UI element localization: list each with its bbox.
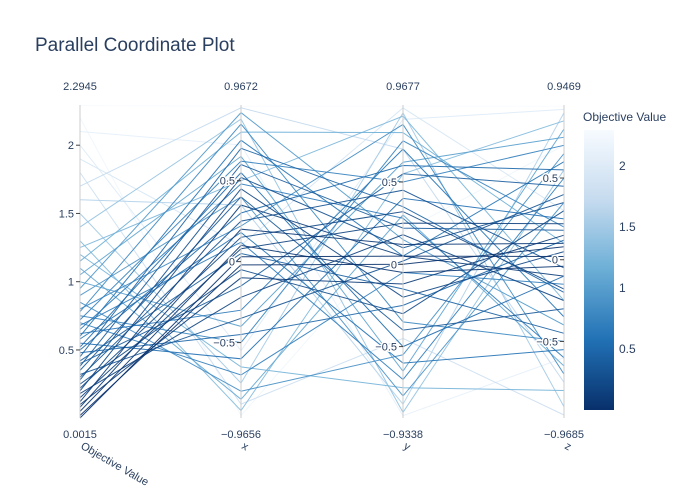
axis-max-label: 0.9469 xyxy=(547,81,581,93)
data-line xyxy=(79,244,565,412)
axis-max-label: 0.9677 xyxy=(386,81,420,93)
tick-label: 1 xyxy=(68,277,74,289)
tick-label: 0.5 xyxy=(382,177,397,189)
data-line xyxy=(79,214,565,400)
tick-label: 0 xyxy=(229,257,235,269)
tick-label-halo: 2 xyxy=(68,140,74,152)
data-line xyxy=(79,131,565,417)
axis-min-label: −0.9338 xyxy=(383,429,423,441)
tick-label-halo: 0 xyxy=(229,257,235,269)
data-line xyxy=(79,222,565,399)
tick-label: 0.5 xyxy=(543,173,558,185)
tick-label: −0.5 xyxy=(213,338,235,350)
data-line xyxy=(79,196,565,371)
data-line xyxy=(79,234,565,405)
data-lines xyxy=(79,105,565,419)
data-line xyxy=(79,239,565,354)
colorbar-gradient xyxy=(584,130,614,410)
colorbar: Objective Value 0.5 1 1.5 2 xyxy=(583,110,666,410)
data-line xyxy=(79,231,565,364)
tick-label-halo: 1 xyxy=(68,277,74,289)
data-line xyxy=(79,173,565,365)
axis-title: y xyxy=(402,440,413,453)
tick-label-halo: −0.5 xyxy=(213,338,235,350)
axis-max-label: 0.9672 xyxy=(224,81,258,93)
data-line xyxy=(79,196,565,397)
chart-title: Parallel Coordinate Plot xyxy=(35,35,235,56)
data-line xyxy=(79,131,565,262)
data-line xyxy=(79,172,565,416)
colorbar-title: Objective Value xyxy=(583,110,666,124)
colorbar-tick-label: 1.5 xyxy=(619,220,636,234)
data-line xyxy=(79,246,565,416)
data-line xyxy=(79,115,565,301)
axis-title: Objective Value xyxy=(79,440,151,489)
data-line xyxy=(79,108,565,352)
data-line xyxy=(79,193,565,375)
tick-label: 0.5 xyxy=(220,176,235,188)
data-line xyxy=(79,210,565,385)
tick-label-halo: 0 xyxy=(391,259,397,271)
tick-label: −0.5 xyxy=(375,342,397,354)
data-line xyxy=(79,105,565,107)
tick-label: 1.5 xyxy=(59,208,74,220)
axis-max-label: 2.2945 xyxy=(63,81,97,93)
tick-label-halo: 0.5 xyxy=(382,177,397,189)
tick-label: 0 xyxy=(552,255,558,267)
data-line xyxy=(79,228,565,408)
data-line xyxy=(79,176,565,381)
data-line xyxy=(79,188,565,392)
data-line xyxy=(79,123,565,342)
data-line xyxy=(79,253,565,391)
tick-label: 2 xyxy=(68,140,74,152)
data-line xyxy=(79,255,565,419)
data-line xyxy=(79,252,565,362)
data-line xyxy=(79,211,565,389)
data-line xyxy=(79,171,565,348)
tick-label-halo: 1.5 xyxy=(59,208,74,220)
data-line xyxy=(79,204,565,403)
tick-label-halo: 0 xyxy=(552,255,558,267)
tick-label: 0 xyxy=(391,259,397,271)
tick-label: −0.5 xyxy=(536,336,558,348)
axis-min-label: 0.0015 xyxy=(63,429,97,441)
data-line xyxy=(79,112,565,406)
tick-label-halo: 0.5 xyxy=(220,176,235,188)
data-line xyxy=(79,189,565,378)
tick-label-halo: −0.5 xyxy=(375,342,397,354)
axis-title: x xyxy=(240,440,251,453)
data-line xyxy=(79,197,565,360)
data-line xyxy=(79,234,565,395)
data-line xyxy=(79,128,565,373)
tick-label-halo: 0.5 xyxy=(59,345,74,357)
axis-title: z xyxy=(563,440,574,453)
data-line xyxy=(79,183,565,359)
tick-label-halo: 0.5 xyxy=(543,173,558,185)
colorbar-tick-label: 0.5 xyxy=(619,342,636,356)
data-line xyxy=(79,144,565,321)
colorbar-tick-label: 2 xyxy=(619,159,626,173)
axis-min-label: −0.9685 xyxy=(544,429,584,441)
colorbar-tick-label: 1 xyxy=(619,281,626,295)
data-line xyxy=(79,111,565,326)
tick-label: 0.5 xyxy=(59,345,74,357)
data-line xyxy=(79,147,565,358)
axis-min-label: −0.9656 xyxy=(221,429,261,441)
tick-label-halo: −0.5 xyxy=(536,336,558,348)
data-line xyxy=(79,164,565,351)
data-line xyxy=(79,140,565,344)
